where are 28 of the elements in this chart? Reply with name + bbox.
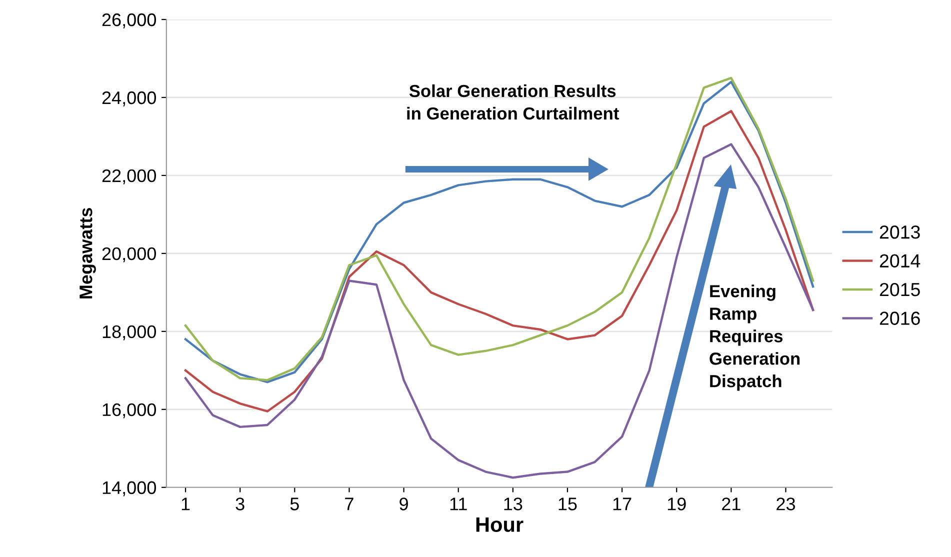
line-series	[184, 143, 814, 479]
x-tick-label: 21	[722, 498, 740, 510]
annotation: Evening Ramp Requires Generation Dispatch	[710, 284, 800, 391]
y-tick-label: 20,000	[102, 247, 156, 262]
x-tick-label: 9	[400, 498, 408, 510]
x-tick-label: 11	[450, 498, 467, 510]
x-tick-label: 17	[613, 498, 632, 510]
legend-label: 2016	[880, 312, 920, 325]
x-tick-label: 1	[182, 498, 190, 510]
annotation: Solar Generation Results in Generation Curtailment	[407, 84, 619, 120]
legend-label: 2014	[880, 254, 920, 268]
y-axis-title: Megawatts	[80, 208, 96, 298]
x-tick-label: 3	[236, 498, 244, 510]
legend-label: 2015	[880, 282, 920, 296]
x-axis-title: Hour	[476, 517, 524, 532]
x-tick-label: 19	[668, 498, 686, 510]
x-tick-label: 15	[558, 498, 577, 510]
y-tick-label: 26,000	[102, 13, 156, 28]
y-tick-label: 18,000	[102, 325, 156, 340]
y-tick-label: 14,000	[102, 481, 156, 496]
x-tick-label: 7	[345, 498, 354, 510]
y-tick-label: 16,000	[102, 403, 156, 418]
x-tick-label: 23	[776, 498, 795, 510]
legend-label: 2013	[880, 225, 920, 239]
x-tick-label: 5	[290, 498, 299, 510]
y-tick-label: 22,000	[102, 169, 156, 184]
x-tick-label: 13	[504, 498, 522, 510]
y-tick-label: 24,000	[102, 91, 156, 106]
